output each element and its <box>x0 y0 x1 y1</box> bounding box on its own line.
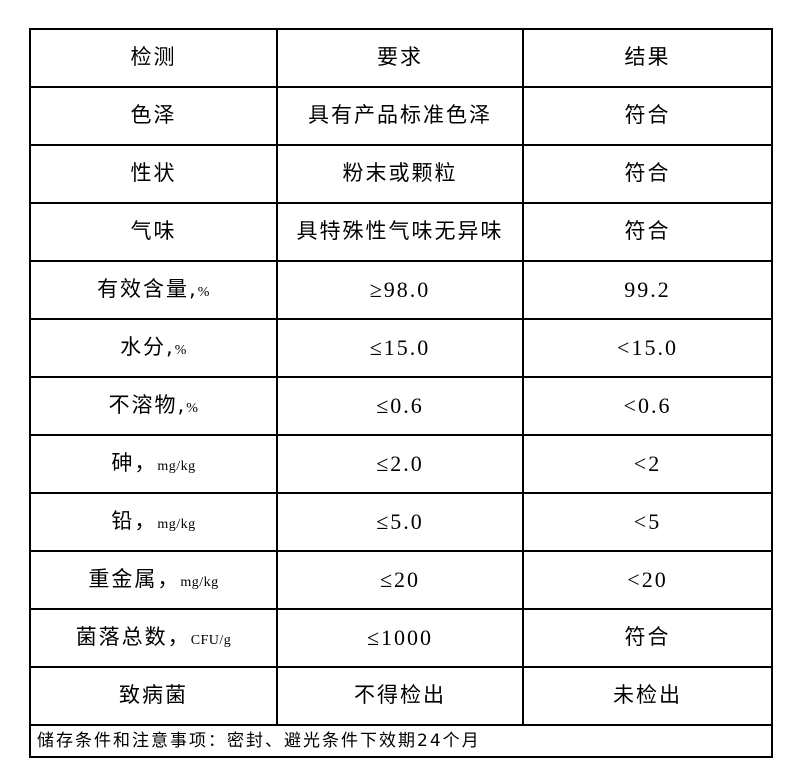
cell-requirement: ≤15.0 <box>276 318 524 378</box>
cell-item: 水分,% <box>29 318 278 378</box>
cell-result: <2 <box>522 434 773 494</box>
column-header-item: 检测 <box>29 28 278 88</box>
result-value: 未检出 <box>613 683 682 708</box>
item-unit: % <box>186 401 199 417</box>
cell-item: 致病菌 <box>29 666 278 726</box>
cell-requirement: ≤20 <box>276 550 524 610</box>
cell-result: 99.2 <box>522 260 773 320</box>
result-value: <2 <box>633 450 662 476</box>
cell-result: 符合 <box>522 202 773 262</box>
result-value: 符合 <box>624 219 671 244</box>
table-row: 有效含量,% ≥98.0 99.2 <box>29 260 773 320</box>
column-header-result-label: 结果 <box>624 45 671 70</box>
result-value: <15.0 <box>617 334 678 360</box>
result-value: <20 <box>627 566 668 592</box>
table-row: 菌落总数，CFU/g ≤1000 符合 <box>29 608 773 668</box>
table-row: 砷，mg/kg ≤2.0 <2 <box>29 434 773 494</box>
storage-note-cell: 储存条件和注意事项：密封、避光条件下效期24个月 <box>29 724 773 758</box>
item-label: 有效含量, <box>97 277 198 302</box>
cell-item: 性状 <box>29 144 278 204</box>
item-unit: % <box>197 285 210 301</box>
requirement-value: 具有产品标准色泽 <box>308 103 492 128</box>
cell-result: 符合 <box>522 608 773 668</box>
cell-result: <5 <box>522 492 773 552</box>
item-unit: mg/kg <box>157 517 196 533</box>
item-unit: % <box>174 343 187 359</box>
cell-requirement: ≤1000 <box>276 608 524 668</box>
item-label: 色泽 <box>130 103 177 128</box>
cell-item: 铅，mg/kg <box>29 492 278 552</box>
requirement-value: 具特殊性气味无异味 <box>296 219 504 244</box>
cell-item: 重金属，mg/kg <box>29 550 278 610</box>
table-row: 铅，mg/kg ≤5.0 <5 <box>29 492 773 552</box>
cell-requirement: ≤2.0 <box>276 434 524 494</box>
cell-item: 菌落总数，CFU/g <box>29 608 278 668</box>
column-header-requirement: 要求 <box>276 28 524 88</box>
item-label: 性状 <box>130 161 177 186</box>
storage-note-text: 储存条件和注意事项：密封、避光条件下效期24个月 <box>37 730 481 751</box>
result-value: 符合 <box>624 103 671 128</box>
item-label: 菌落总数， <box>75 625 191 650</box>
cell-result: 符合 <box>522 144 773 204</box>
table-footer-row: 储存条件和注意事项：密封、避光条件下效期24个月 <box>29 724 773 758</box>
cell-result: <0.6 <box>522 376 773 436</box>
table-row: 重金属，mg/kg ≤20 <20 <box>29 550 773 610</box>
requirement-value: ≤5.0 <box>376 508 424 534</box>
item-label: 水分, <box>120 335 175 360</box>
cell-result: 符合 <box>522 86 773 146</box>
cell-item: 有效含量,% <box>29 260 278 320</box>
cell-requirement: ≤0.6 <box>276 376 524 436</box>
cell-requirement: 不得检出 <box>276 666 524 726</box>
item-label: 气味 <box>130 219 177 244</box>
table-row: 色泽 具有产品标准色泽 符合 <box>29 86 773 146</box>
cell-item: 色泽 <box>29 86 278 146</box>
requirement-value: 不得检出 <box>354 683 446 708</box>
item-unit: CFU/g <box>190 633 232 649</box>
cell-item: 砷，mg/kg <box>29 434 278 494</box>
column-header-requirement-label: 要求 <box>377 45 423 70</box>
result-value: 99.2 <box>624 276 671 302</box>
requirement-value: ≤2.0 <box>376 450 424 476</box>
result-value: <0.6 <box>623 392 672 418</box>
item-label: 不溶物, <box>108 393 187 418</box>
result-value: 符合 <box>624 625 671 650</box>
table-row: 水分,% ≤15.0 <15.0 <box>29 318 773 378</box>
table-row: 致病菌 不得检出 未检出 <box>29 666 773 726</box>
table-row: 不溶物,% ≤0.6 <0.6 <box>29 376 773 436</box>
cell-requirement: 具有产品标准色泽 <box>276 86 524 146</box>
item-label: 铅， <box>111 509 158 534</box>
cell-requirement: ≥98.0 <box>276 260 524 320</box>
table-row: 性状 粉末或颗粒 符合 <box>29 144 773 204</box>
item-unit: mg/kg <box>180 575 219 591</box>
requirement-value: ≤20 <box>379 566 421 592</box>
column-header-item-label: 检测 <box>130 45 177 70</box>
item-unit: mg/kg <box>157 459 196 475</box>
cell-requirement: 粉末或颗粒 <box>276 144 524 204</box>
table-row: 气味 具特殊性气味无异味 符合 <box>29 202 773 262</box>
table-body: 检测 要求 结果 色泽 具有产品标准色泽 符合 性状 粉末或颗粒 符合 气味 具… <box>29 28 773 758</box>
product-specification-table: 检测 要求 结果 色泽 具有产品标准色泽 符合 性状 粉末或颗粒 符合 气味 具… <box>29 28 773 758</box>
cell-result: <20 <box>522 550 773 610</box>
result-value: <5 <box>633 508 662 534</box>
item-label: 致病菌 <box>119 683 188 708</box>
requirement-value: ≤0.6 <box>376 392 424 418</box>
item-label: 砷， <box>111 451 158 476</box>
column-header-result: 结果 <box>522 28 773 88</box>
requirement-value: ≤1000 <box>366 624 434 650</box>
cell-item: 不溶物,% <box>29 376 278 436</box>
cell-result: <15.0 <box>522 318 773 378</box>
table-header-row: 检测 要求 结果 <box>29 28 773 88</box>
item-label: 重金属， <box>88 567 181 592</box>
cell-result: 未检出 <box>522 666 773 726</box>
requirement-value: ≥98.0 <box>369 276 431 302</box>
cell-item: 气味 <box>29 202 278 262</box>
result-value: 符合 <box>624 161 671 186</box>
requirement-value: 粉末或颗粒 <box>342 161 458 186</box>
cell-requirement: ≤5.0 <box>276 492 524 552</box>
requirement-value: ≤15.0 <box>369 334 431 360</box>
cell-requirement: 具特殊性气味无异味 <box>276 202 524 262</box>
